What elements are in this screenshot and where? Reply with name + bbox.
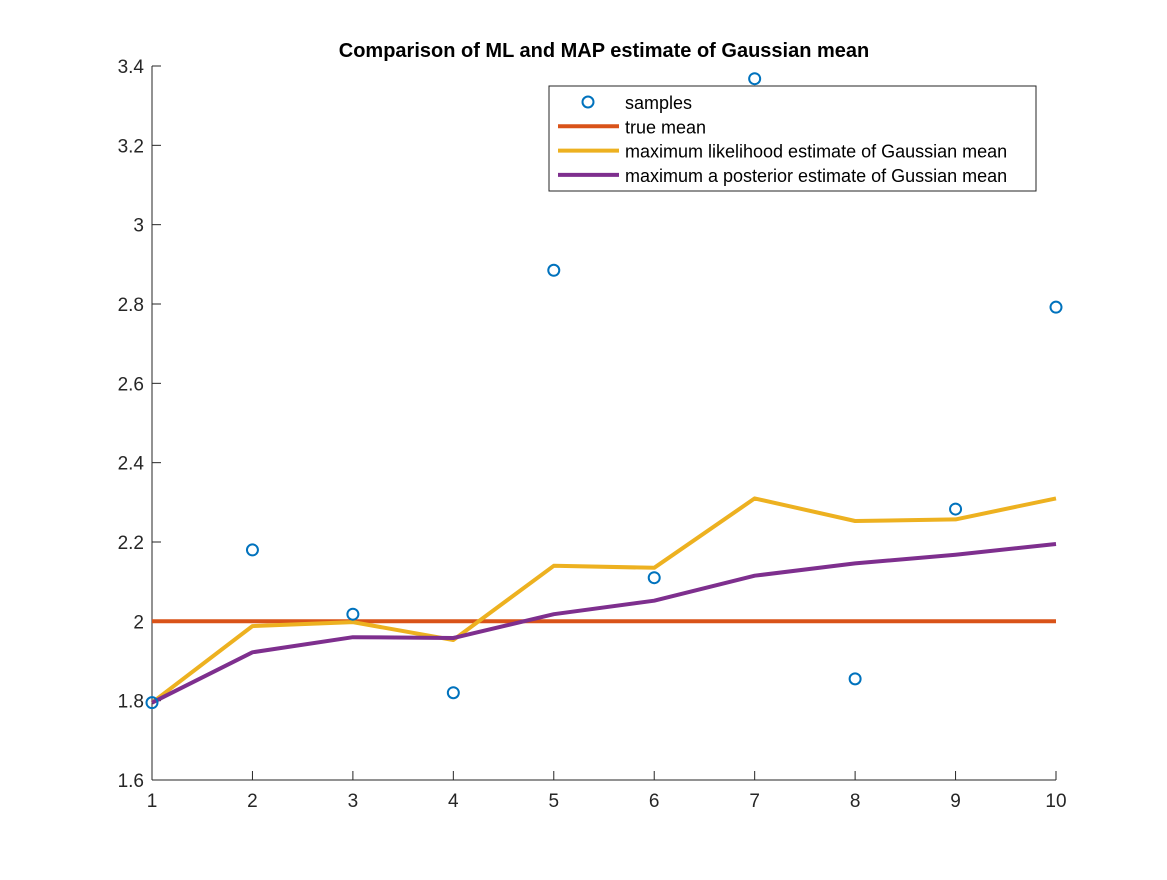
x-tick-label: 9 [950, 791, 961, 812]
y-tick-label: 2.4 [118, 454, 145, 475]
x-tick-label: 7 [749, 791, 760, 812]
legend-label: maximum a posterior estimate of Gussian … [625, 166, 1007, 186]
y-tick-label: 2.6 [118, 374, 144, 395]
x-tick-label: 5 [548, 791, 559, 812]
y-tick-label: 3 [133, 216, 144, 237]
sample-point [1049, 300, 1063, 314]
y-tick-label: 2.8 [118, 295, 144, 316]
legend: samples true mean maximum likelihood estim… [548, 85, 1037, 192]
x-tick-label: 3 [348, 791, 359, 812]
y-tick-label: 1.6 [118, 771, 144, 792]
sample-point [446, 686, 460, 700]
y-tick-label: 3.4 [118, 57, 145, 78]
x-tick-label: 2 [247, 791, 258, 812]
chart-title: Comparison of ML and MAP estimate of Gau… [339, 40, 869, 62]
plot-area [145, 72, 1063, 710]
legend-label: true mean [625, 117, 706, 137]
y-tick-label: 2 [133, 612, 144, 633]
series-line-2 [150, 496, 1057, 705]
sample-point [245, 543, 259, 557]
series-line-3 [151, 542, 1057, 705]
legend-label: samples [625, 93, 692, 113]
sample-point [547, 263, 561, 277]
x-tick-label: 1 [147, 791, 158, 812]
x-tick-label: 10 [1045, 791, 1066, 812]
sample-point [748, 72, 762, 86]
sample-point [346, 607, 360, 621]
legend-label: maximum likelihood estimate of Gaussian … [625, 142, 1007, 162]
x-tick-label: 8 [850, 791, 861, 812]
legend-swatch [581, 95, 595, 109]
y-tick-label: 1.8 [118, 692, 144, 713]
legend-box [548, 85, 1037, 192]
sample-point [848, 672, 862, 686]
axes: 1.6 1.8 2 2.2 2.4 2.6 2.8 3 3.2 3.4 1 2 3 4 5 6 7 8 9 10 [118, 57, 1067, 812]
y-tick-label: 3.2 [118, 136, 144, 157]
x-tick-label: 4 [448, 791, 459, 812]
sample-point [949, 502, 963, 516]
y-tick-label: 2.2 [118, 533, 144, 554]
x-tick-label: 6 [649, 791, 660, 812]
sample-point [145, 696, 159, 710]
sample-point [647, 571, 661, 585]
